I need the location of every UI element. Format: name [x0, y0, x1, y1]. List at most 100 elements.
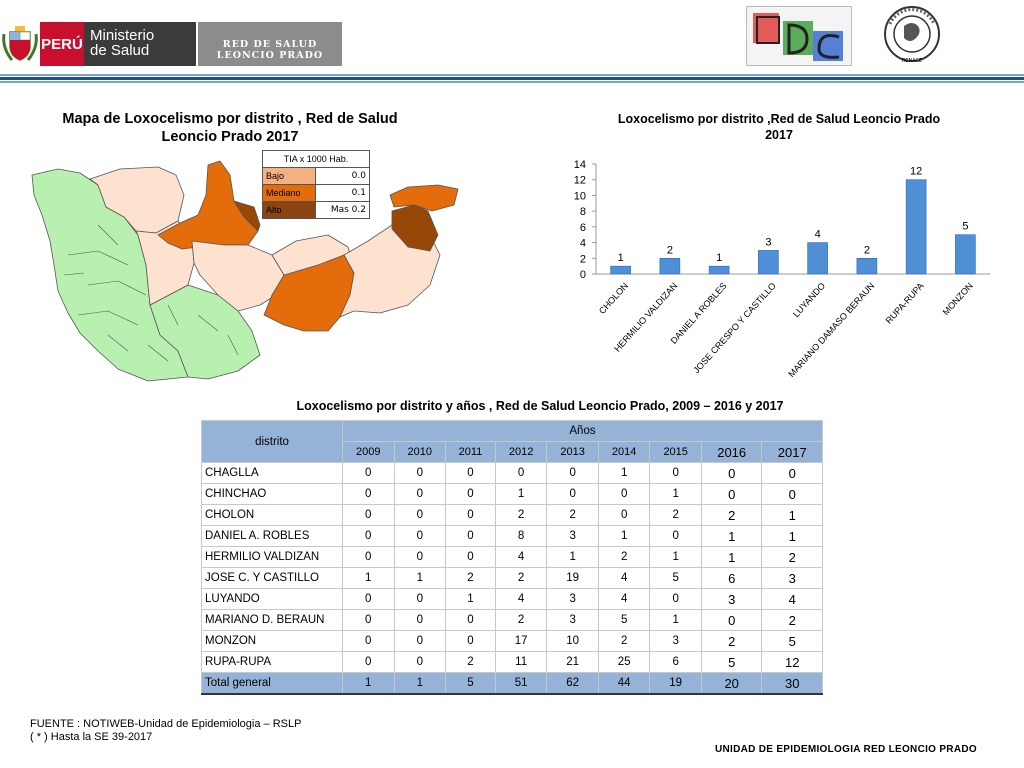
table-cell: 1: [761, 504, 823, 526]
total-cell: 19: [649, 672, 702, 695]
table-cell: 3: [700, 588, 763, 610]
renace-seal-icon: RENACE: [884, 6, 940, 64]
table-cell: 3: [546, 525, 599, 547]
minsa-logo: PERÚ Ministerio de Salud: [0, 22, 196, 66]
table-cell: 4: [494, 588, 548, 610]
table-cell: 3: [761, 567, 823, 589]
table-cell: 0: [342, 588, 395, 610]
table-cell: 5: [597, 609, 651, 631]
table-cell: 0: [700, 462, 763, 484]
district-name: MARIANO D. BERAUN: [201, 609, 343, 631]
district-name: RUPA-RUPA: [201, 651, 343, 673]
renace-logo: RENACE: [880, 4, 944, 66]
table-cell: 0: [649, 525, 702, 547]
unit-label: UNIDAD DE EPIDEMIOLOGIA RED LEONCIO PRAD…: [715, 744, 977, 755]
bar: [659, 257, 681, 275]
district-name: CHAGLLA: [201, 462, 343, 484]
table-cell: 0: [342, 504, 395, 526]
network-line2: LEONCIO PRADO: [216, 50, 324, 61]
bar: [758, 250, 779, 275]
table-cell: 0: [342, 546, 395, 568]
bar: [905, 179, 927, 275]
table-cell: 4: [494, 546, 548, 568]
district-name: JOSE C. Y CASTILLO: [201, 567, 343, 589]
table-cell: 0: [597, 483, 651, 505]
x-category-label: JOSE CRESPO Y CASTILLO: [691, 281, 778, 376]
table-cell: 2: [494, 567, 548, 589]
table-cell: 21: [546, 651, 599, 673]
table-cell: 0: [393, 483, 447, 505]
district-name: CHINCHAO: [201, 483, 343, 505]
x-category-label: RUPA-RUPA: [884, 281, 926, 326]
table-cell: 5: [649, 567, 702, 589]
table-cell: 0: [649, 588, 702, 610]
table-cell: 0: [393, 588, 447, 610]
y-tick-label: 2: [580, 253, 586, 265]
total-cell: 5: [445, 672, 496, 695]
y-tick-label: 14: [574, 159, 586, 171]
table-cell: 0: [445, 525, 496, 547]
bar-chart-title: Loxocelismo por distrito ,Red de Salud L…: [617, 112, 941, 142]
table-row: MARIANO D. BERAUN 0 0 0 2 3 5 1 0 2: [201, 609, 823, 631]
map-region-southwest: [149, 284, 261, 380]
source-line1: FUENTE : NOTIWEB-Unidad de Epidemiologia…: [30, 718, 302, 730]
bar: [610, 265, 631, 275]
table-cell: 8: [494, 525, 548, 547]
map-title: Mapa de Loxocelismo por distrito , Red d…: [62, 111, 398, 145]
bar: [856, 257, 878, 275]
table-row: CHINCHAO 0 0 0 1 0 0 1 0 0: [201, 483, 823, 505]
network-line1: RED DE SALUD: [222, 39, 318, 50]
bar: [807, 242, 828, 275]
table-cell: 1: [445, 588, 496, 610]
bar-value-label: 3: [765, 236, 771, 248]
legend-value-medium: 0.1: [315, 184, 370, 202]
bar: [708, 265, 730, 275]
table-cell: 1: [494, 483, 548, 505]
total-cell: 1: [393, 672, 447, 695]
table-cell: 1: [597, 525, 651, 547]
source-line2: ( * ) Hasta la SE 39-2017: [30, 731, 153, 743]
year-header: 2017: [761, 441, 823, 463]
table-cell: 0: [445, 462, 496, 484]
ministry-label: Ministerio de Salud: [84, 22, 196, 66]
table-cell: 12: [761, 651, 823, 673]
peru-label: PERÚ: [40, 22, 84, 66]
renace-label: RENACE: [902, 58, 922, 64]
table-cell: 10: [546, 630, 599, 652]
legend-label-medium: Mediano: [261, 184, 317, 202]
table-cell: 3: [546, 609, 599, 631]
year-header: 2013: [546, 441, 599, 463]
table-cell: 2: [494, 504, 548, 526]
table-cell: 4: [597, 588, 651, 610]
table-cell: 11: [494, 651, 548, 673]
year-header: 2015: [649, 441, 702, 463]
table-cell: 0: [546, 483, 599, 505]
table-cell: 0: [393, 525, 447, 547]
table-row: LUYANDO 0 0 1 4 3 4 0 3 4: [201, 588, 823, 610]
table-cell: 17: [494, 630, 548, 652]
table-cell: 6: [700, 567, 763, 589]
table-cell: 3: [546, 588, 599, 610]
total-cell: 1: [342, 672, 395, 695]
table-cell: 2: [761, 546, 823, 568]
table-cell: 0: [445, 546, 496, 568]
table-cell: 6: [649, 651, 702, 673]
table-cell: 0: [393, 462, 447, 484]
table-cell: 0: [342, 609, 395, 631]
table-cell: 0: [445, 609, 496, 631]
col-header-district: distrito: [201, 420, 343, 463]
table-cell: 0: [649, 462, 702, 484]
table-cell: 19: [546, 567, 599, 589]
table-row: RUPA-RUPA 0 0 2 11 21 25 6 5 12: [201, 651, 823, 673]
table-cell: 2: [445, 651, 496, 673]
x-category-label: MARIANO DAMASO BERAUN: [786, 281, 876, 379]
table-cell: 3: [649, 630, 702, 652]
map-legend: TIA x 1000 Hab. Bajo 0.0 Mediano 0.1 Alt…: [261, 150, 370, 219]
table-row: MONZON 0 0 0 17 10 2 3 2 5: [201, 630, 823, 652]
table-cell: 4: [761, 588, 823, 610]
total-label: Total general: [201, 672, 343, 695]
table-cell: 0: [546, 462, 599, 484]
map-region-center-east-low: [191, 240, 285, 312]
